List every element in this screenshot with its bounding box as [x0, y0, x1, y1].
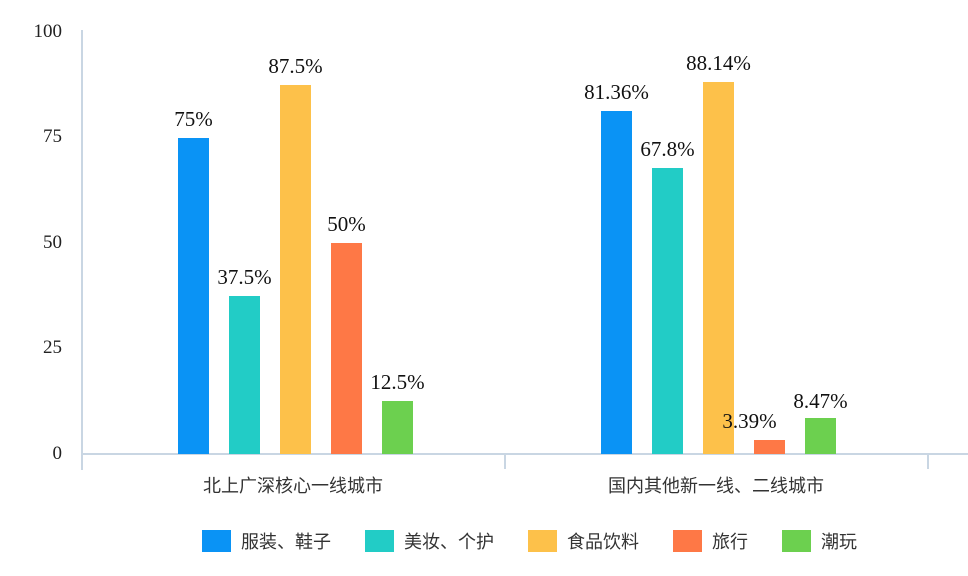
value-label: 67.8% [640, 136, 695, 161]
legend: 服装、鞋子 美妆、个护 食品饮料 旅行 潮玩 [202, 528, 891, 554]
y-axis-line [81, 30, 83, 470]
bar [280, 84, 311, 454]
value-label: 37.5% [217, 264, 272, 289]
legend-item-beauty[interactable]: 美妆、个护 [365, 528, 494, 554]
bar [178, 137, 209, 454]
legend-item-clothing[interactable]: 服装、鞋子 [202, 528, 331, 554]
value-label: 3.39% [722, 408, 777, 433]
x-axis-tick [927, 455, 929, 469]
value-label: 81.36% [584, 79, 649, 104]
legend-swatch [528, 530, 557, 552]
legend-item-toys[interactable]: 潮玩 [782, 528, 857, 554]
value-label: 12.5% [370, 370, 425, 395]
x-axis-tick [504, 455, 506, 469]
category-label: 国内其他新一线、二线城市 [608, 476, 824, 497]
x-axis-line [81, 453, 968, 455]
bar [805, 418, 836, 454]
bar [652, 167, 683, 454]
y-tick-label: 50 [43, 232, 62, 253]
bar [601, 110, 632, 454]
legend-item-food[interactable]: 食品饮料 [528, 528, 639, 554]
y-tick-label: 0 [52, 443, 63, 464]
legend-swatch [673, 530, 702, 552]
y-tick-label: 100 [33, 21, 63, 42]
value-label: 75% [174, 106, 213, 131]
legend-swatch [202, 530, 231, 552]
value-label: 88.14% [686, 51, 751, 76]
bar [754, 439, 785, 454]
value-label: 87.5% [268, 53, 323, 78]
bar [331, 243, 362, 454]
x-axis-tick [81, 455, 83, 469]
legend-label: 服装、鞋子 [241, 532, 331, 553]
legend-swatch [365, 530, 394, 552]
bar [703, 82, 734, 454]
legend-label: 旅行 [712, 532, 748, 553]
legend-label: 美妆、个护 [404, 532, 494, 553]
category-label: 北上广深核心一线城市 [203, 476, 383, 497]
bar [382, 401, 413, 454]
value-label: 50% [327, 212, 366, 236]
y-tick-label: 25 [43, 337, 62, 358]
value-label: 8.47% [793, 389, 848, 414]
legend-swatch [782, 530, 811, 552]
legend-item-travel[interactable]: 旅行 [673, 528, 748, 554]
bar [229, 295, 260, 454]
legend-label: 食品饮料 [567, 532, 639, 553]
legend-label: 潮玩 [821, 532, 857, 553]
y-tick-label: 75 [43, 126, 62, 147]
